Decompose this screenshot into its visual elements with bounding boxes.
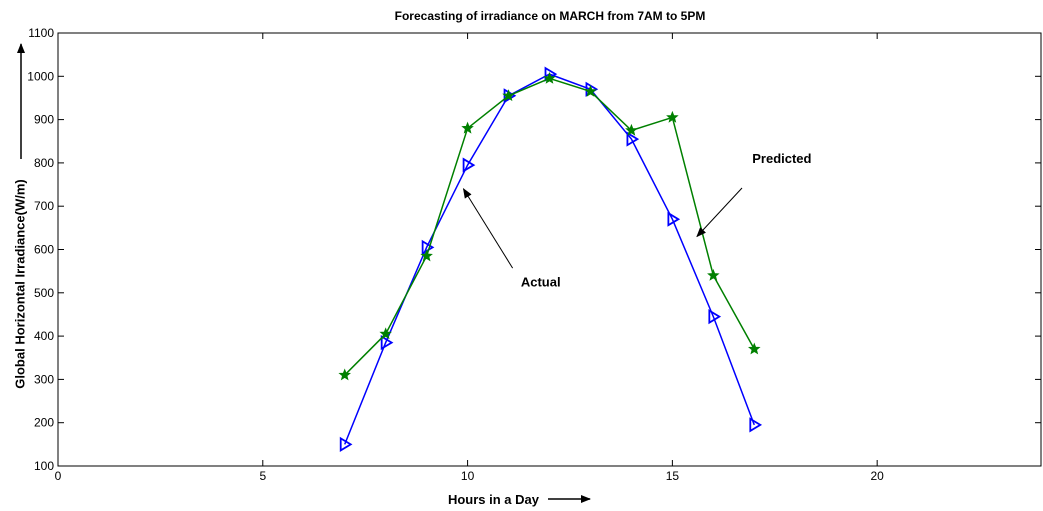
y-tick-label: 1100: [28, 26, 54, 40]
y-tick-label: 300: [34, 372, 54, 386]
y-tick-label: 800: [34, 156, 54, 170]
chart-title: Forecasting of irradiance on MARCH from …: [395, 9, 706, 23]
data-point-predicted: [502, 89, 515, 102]
data-point-predicted: [666, 110, 679, 123]
y-tick-label: 200: [34, 416, 54, 430]
data-point-actual: [667, 211, 681, 227]
data-point-actual: [626, 131, 640, 147]
annotation-label-actual: Actual: [521, 274, 561, 289]
x-tick-label: 5: [259, 469, 266, 483]
plot-area: [57, 32, 1042, 467]
series-predicted: [338, 71, 761, 381]
x-tick-label: 10: [461, 469, 475, 483]
series-layer: [338, 66, 763, 452]
y-tick-label: 500: [34, 286, 54, 300]
data-point-actual: [421, 239, 435, 255]
y-tick-label: 400: [34, 329, 54, 343]
x-axis-label: Hours in a Day: [448, 492, 540, 507]
data-point-predicted: [461, 121, 474, 134]
y-axis-title: Global Horizontal Irradiance(W/m): [12, 43, 27, 389]
y-tick-label: 600: [34, 243, 54, 257]
y-tick-label: 1000: [27, 69, 54, 83]
data-point-predicted: [543, 71, 556, 84]
annotation-arrow-predicted: [696, 187, 743, 238]
data-point-predicted: [584, 84, 597, 97]
data-point-actual: [708, 309, 722, 325]
x-axis-title: Hours in a Day: [448, 492, 591, 507]
y-axis-label: Global Horizontal Irradiance(W/m): [12, 179, 27, 388]
y-tick-label: 900: [34, 113, 54, 127]
data-point-predicted: [338, 368, 351, 381]
data-point-actual: [749, 417, 763, 433]
data-point-predicted: [379, 327, 392, 340]
x-tick-label: 15: [666, 469, 680, 483]
data-point-actual: [339, 436, 353, 452]
data-point-predicted: [625, 123, 638, 136]
axis-ticks: 0 5 10 15 20 100 200 300 400 500 600 700 800 900 1000 1…: [27, 26, 1041, 483]
annotation-layer: Predicted Actual: [462, 151, 812, 289]
y-tick-label: 700: [34, 199, 54, 213]
data-point-predicted: [707, 268, 720, 281]
annotation-arrow-actual: [462, 188, 514, 269]
data-point-actual: [462, 157, 476, 173]
y-tick-label: 100: [34, 459, 54, 473]
x-tick-label: 0: [55, 469, 62, 483]
data-point-predicted: [420, 249, 433, 262]
x-tick-label: 20: [870, 469, 884, 483]
annotation-label-predicted: Predicted: [752, 151, 811, 166]
data-point-actual: [380, 335, 394, 351]
data-point-predicted: [748, 342, 761, 355]
